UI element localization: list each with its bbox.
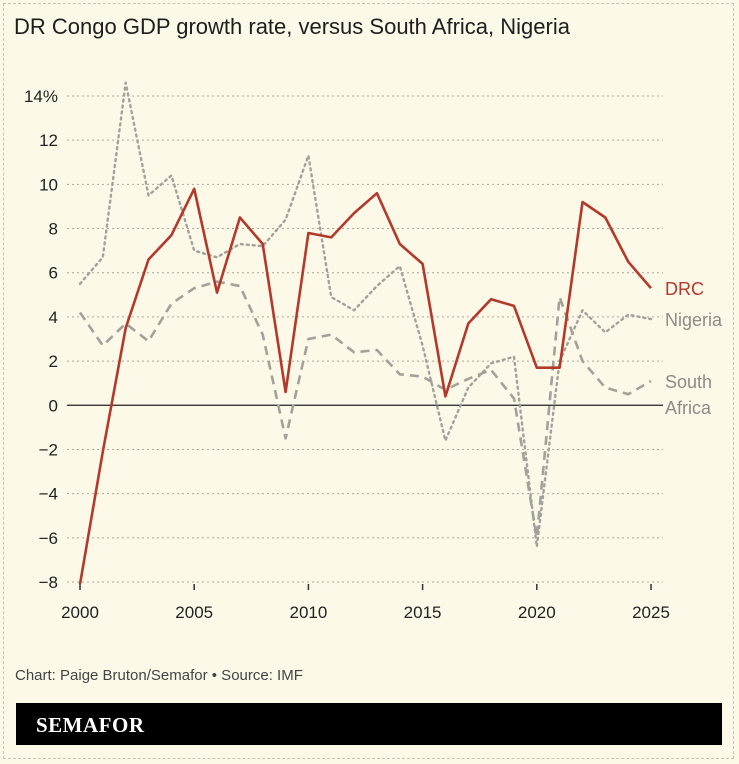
- y-tick-label: −8: [39, 573, 58, 592]
- series-line-south-africa: [78, 280, 652, 540]
- x-tick-label: 2010: [289, 603, 327, 622]
- y-tick-label: −6: [39, 529, 58, 548]
- series-line-nigeria: [78, 81, 653, 548]
- series-line-drc: [78, 187, 652, 585]
- y-tick-label: 14%: [24, 87, 58, 106]
- series-label-south-africa: Africa: [665, 398, 712, 418]
- y-tick-label: 6: [49, 264, 58, 283]
- x-tick-label: 2015: [404, 603, 442, 622]
- y-tick-label: 2: [49, 352, 58, 371]
- y-tick-label: 8: [49, 220, 58, 239]
- chart-title: DR Congo GDP growth rate, versus South A…: [14, 14, 570, 39]
- semafor-logo: SEMAFOR: [36, 713, 145, 737]
- chart-credit: Chart: Paige Bruton/Semafor • Source: IM…: [15, 667, 303, 684]
- y-tick-label: −4: [39, 485, 58, 504]
- y-tick-label: 0: [49, 396, 58, 415]
- series-label-south-africa: South: [665, 372, 712, 392]
- x-tick-label: 2005: [175, 603, 213, 622]
- x-tick-label: 2025: [632, 603, 670, 622]
- y-tick-label: 10: [39, 175, 58, 194]
- y-tick-label: −2: [39, 440, 58, 459]
- brand-bar: SEMAFOR: [16, 703, 722, 745]
- series-label-nigeria: Nigeria: [665, 310, 723, 330]
- y-tick-label: 12: [39, 131, 58, 150]
- x-tick-label: 2020: [518, 603, 556, 622]
- y-tick-label: 4: [49, 308, 58, 327]
- card-border: [3, 3, 734, 759]
- x-tick-label: 2000: [61, 603, 99, 622]
- series-label-drc: DRC: [665, 279, 704, 299]
